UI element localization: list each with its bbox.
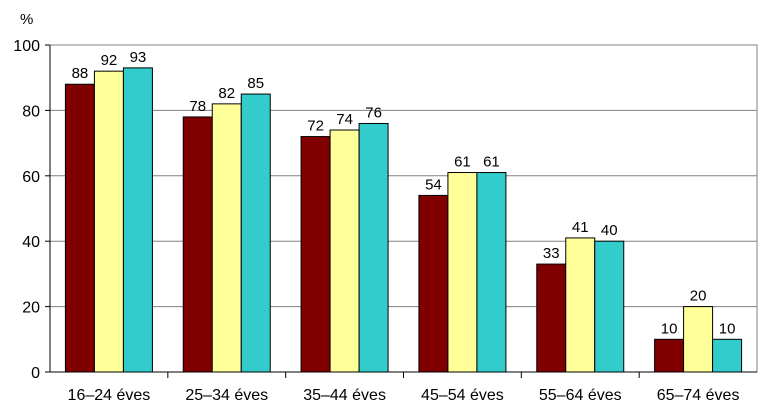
bar-series-2-4	[565, 237, 596, 373]
bar-series-1-2	[300, 136, 331, 373]
plot-frame	[49, 44, 758, 373]
data-label: 85	[247, 75, 264, 92]
y-tick-label: 60	[22, 169, 40, 186]
bar-series-1-3	[418, 194, 449, 373]
x-tick-label: 45–54 éves	[421, 387, 504, 404]
bar-series-1-0	[64, 83, 95, 373]
bar-series-3-1	[240, 93, 271, 373]
x-tick-label: 16–24 éves	[68, 387, 151, 404]
bar-series-2-0	[93, 70, 124, 373]
x-tick-label: 35–44 éves	[303, 387, 386, 404]
x-tick-label: 65–74 éves	[657, 387, 740, 404]
data-label: 72	[307, 118, 324, 135]
y-axis-label: %	[20, 11, 33, 28]
data-label: 88	[72, 65, 89, 82]
value-labels: 88 92 93 78 82 85 72 74 76 54 61 61 33 41 40 10 20 10	[72, 49, 736, 337]
y-tick-labels: 0 20 40 60 80 100	[13, 38, 40, 382]
y-tick-label: 40	[22, 234, 40, 251]
bar-series-1-1	[182, 116, 213, 373]
data-label: 54	[425, 176, 442, 193]
bar-series-3-5	[712, 338, 743, 373]
data-label: 10	[719, 320, 736, 337]
bar-series-2-2	[329, 129, 360, 373]
y-tick-label: 20	[22, 300, 40, 317]
y-tick-label: 0	[31, 365, 40, 382]
data-label: 33	[543, 245, 560, 262]
data-label: 41	[572, 219, 589, 236]
axes	[45, 44, 758, 378]
bar-series-3-2	[358, 122, 389, 373]
data-label: 82	[218, 85, 235, 102]
bar-series-3-0	[122, 67, 153, 373]
x-tick-label: 55–64 éves	[539, 387, 622, 404]
data-label: 20	[690, 288, 707, 305]
y-tick-label: 80	[22, 103, 40, 120]
data-label: 92	[101, 52, 118, 69]
y-tick-label: 100	[13, 38, 40, 55]
data-label: 61	[454, 154, 471, 171]
data-label: 10	[661, 320, 678, 337]
gridlines	[50, 44, 757, 308]
bar-series-2-5	[683, 306, 714, 373]
x-tick-labels: 16–24 éves 25–34 éves 35–44 éves 45–54 éves…	[68, 387, 740, 404]
bar-series-1-4	[536, 263, 567, 373]
bar-series-3-4	[594, 240, 625, 373]
bar-series-3-3	[476, 172, 507, 373]
data-label: 74	[336, 111, 353, 128]
data-label: 61	[483, 154, 500, 171]
bar-series-2-1	[211, 103, 242, 373]
data-label: 76	[365, 104, 382, 121]
bar-series-2-3	[447, 172, 478, 373]
data-label: 40	[601, 222, 618, 239]
bars	[64, 67, 743, 373]
bar-series-1-5	[654, 338, 685, 373]
data-label: 78	[189, 98, 206, 115]
data-label: 93	[130, 49, 147, 66]
x-tick-label: 25–34 éves	[185, 387, 268, 404]
